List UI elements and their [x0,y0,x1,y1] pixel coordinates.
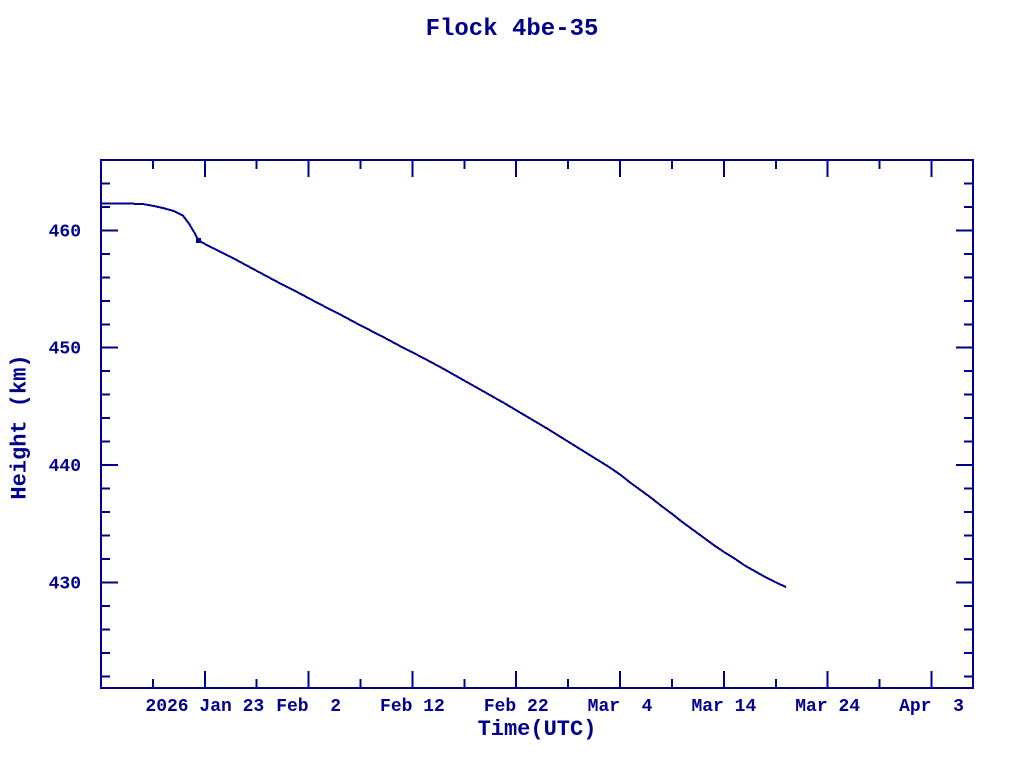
x-tick-label: Mar 4 [588,697,653,717]
plot-frame [100,159,974,689]
y-tick-label: 450 [49,340,81,360]
x-axis-label: Time(UTC) [477,717,597,742]
x-tick-label: Feb 22 [484,697,549,717]
y-tick-label: 440 [49,457,81,477]
x-tick-label: Feb 2 [276,697,341,717]
x-tick-label: Mar 24 [795,697,860,717]
x-tick-label: Feb 12 [380,697,445,717]
height-decay-curve [101,202,787,589]
x-tick-label: Mar 14 [691,697,756,717]
chart-title: Flock 4be-35 [425,16,599,43]
y-tick-label: 460 [49,222,81,242]
y-tick-label: 430 [49,574,81,594]
x-tick-label: 2026 Jan 23 [145,697,264,717]
x-tick-label: Apr 3 [899,697,964,717]
data-point-marker [196,237,202,243]
